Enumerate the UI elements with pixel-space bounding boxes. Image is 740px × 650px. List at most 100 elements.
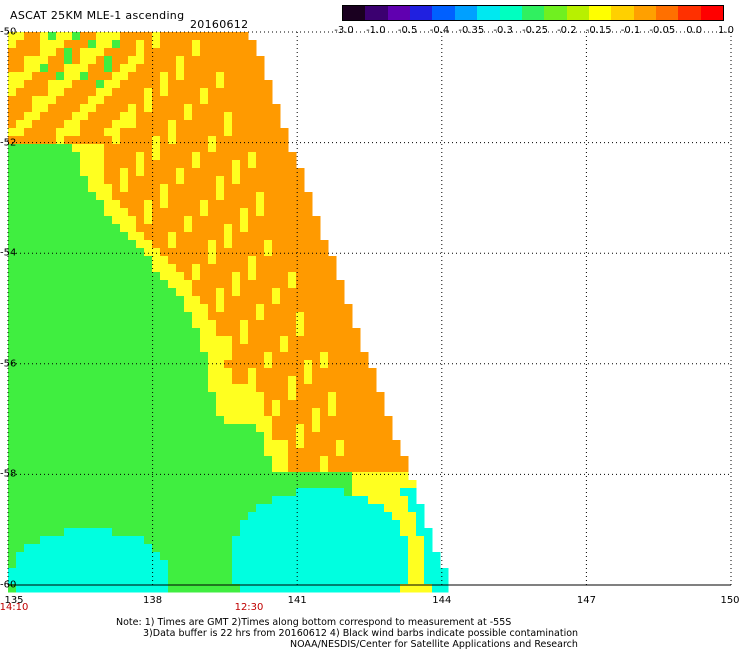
- swath-cell: [304, 512, 313, 521]
- swath-cell: [224, 520, 233, 529]
- swath-cell: [200, 504, 209, 513]
- swath-cell: [224, 320, 233, 329]
- swath-cell: [16, 240, 25, 249]
- swath-cell: [32, 80, 41, 89]
- swath-cell: [32, 408, 41, 417]
- swath-cell: [256, 448, 265, 457]
- swath-cell: [144, 392, 153, 401]
- swath-cell: [56, 160, 65, 169]
- swath-cell: [136, 504, 145, 513]
- swath-cell: [64, 256, 73, 265]
- swath-cell: [40, 488, 49, 497]
- swath-cell: [32, 240, 41, 249]
- swath-cell: [144, 312, 153, 321]
- swath-cell: [200, 560, 209, 569]
- swath-cell: [336, 376, 345, 385]
- swath-cell: [408, 568, 417, 577]
- swath-cell: [104, 544, 113, 553]
- swath-cell: [216, 144, 225, 153]
- swath-cell: [272, 560, 281, 569]
- swath-cell: [280, 344, 289, 353]
- swath-cell: [72, 416, 81, 425]
- swath-cell: [256, 488, 265, 497]
- swath-cell: [40, 400, 49, 409]
- swath-cell: [352, 544, 361, 553]
- swath-cell: [160, 120, 169, 129]
- swath-cell: [136, 192, 145, 201]
- swath-cell: [24, 424, 33, 433]
- swath-cell: [232, 128, 241, 137]
- swath-cell: [24, 136, 33, 145]
- swath-cell: [200, 152, 209, 161]
- swath-cell: [152, 232, 161, 241]
- swath-cell: [368, 552, 377, 561]
- swath-cell: [40, 384, 49, 393]
- swath-cell: [144, 232, 153, 241]
- swath-cell: [296, 376, 305, 385]
- swath-cell: [128, 344, 137, 353]
- swath-cell: [192, 480, 201, 489]
- swath-cell: [200, 416, 209, 425]
- swath-cell: [208, 48, 217, 57]
- swath-cell: [136, 424, 145, 433]
- swath-cell: [72, 192, 81, 201]
- swath-cell: [72, 520, 81, 529]
- swath-cell: [64, 288, 73, 297]
- swath-cell: [144, 144, 153, 153]
- swath-cell: [144, 152, 153, 161]
- swath-cell: [296, 488, 305, 497]
- swath-cell: [240, 568, 249, 577]
- swath-cell: [24, 160, 33, 169]
- swath-cell: [336, 464, 345, 473]
- swath-cell: [64, 336, 73, 345]
- swath-cell: [160, 472, 169, 481]
- swath-cell: [224, 304, 233, 313]
- swath-cell: [272, 528, 281, 537]
- swath-cell: [416, 544, 425, 553]
- swath-cell: [120, 424, 129, 433]
- swath-cell: [40, 216, 49, 225]
- swath-cell: [32, 256, 41, 265]
- swath-cell: [96, 160, 105, 169]
- swath-cell: [376, 520, 385, 529]
- swath-cell: [344, 408, 353, 417]
- swath-cell: [112, 552, 121, 561]
- swath-cell: [288, 496, 297, 505]
- swath-cell: [16, 104, 25, 113]
- swath-cell: [336, 296, 345, 305]
- swath-cell: [40, 496, 49, 505]
- swath-cell: [176, 560, 185, 569]
- swath-cell: [64, 520, 73, 529]
- swath-cell: [304, 216, 313, 225]
- swath-cell: [432, 552, 441, 561]
- swath-cell: [112, 256, 121, 265]
- swath-cell: [104, 200, 113, 209]
- swath-cell: [96, 112, 105, 121]
- swath-cell: [144, 80, 153, 89]
- swath-cell: [184, 88, 193, 97]
- swath-cell: [192, 32, 201, 41]
- swath-cell: [280, 304, 289, 313]
- swath-cell: [296, 328, 305, 337]
- swath-cell: [32, 176, 41, 185]
- swath-cell: [32, 184, 41, 193]
- swath-cell: [56, 216, 65, 225]
- swath-cell: [208, 144, 217, 153]
- swath-cell: [144, 240, 153, 249]
- swath-cell: [152, 304, 161, 313]
- swath-cell: [24, 120, 33, 129]
- swath-cell: [80, 96, 89, 105]
- swath-cell: [256, 392, 265, 401]
- swath-cell: [32, 144, 41, 153]
- swath-cell: [400, 520, 409, 529]
- swath-cell: [232, 176, 241, 185]
- swath-cell: [112, 208, 121, 217]
- swath-cell: [384, 416, 393, 425]
- swath-cell: [352, 560, 361, 569]
- swath-cell: [216, 216, 225, 225]
- swath-cell: [128, 96, 137, 105]
- swath-cell: [16, 248, 25, 257]
- swath-cell: [16, 456, 25, 465]
- swath-cell: [72, 424, 81, 433]
- swath-cell: [152, 576, 161, 585]
